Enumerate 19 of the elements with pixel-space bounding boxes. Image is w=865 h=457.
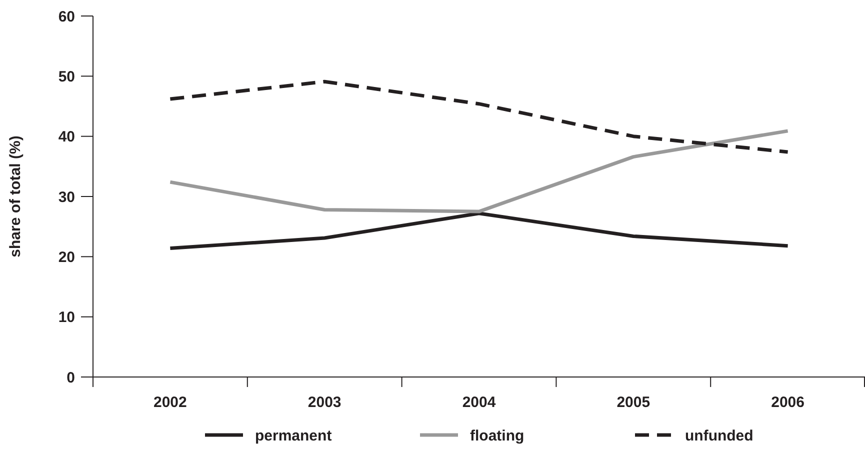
line-series — [168, 80, 790, 154]
y-axis-title: share of total (%) — [7, 136, 24, 258]
y-tick-label: 30 — [58, 188, 75, 206]
y-tick-label: 60 — [58, 8, 75, 26]
x-tick-label: 2005 — [616, 394, 650, 411]
x-tick-label: 2006 — [771, 394, 804, 411]
line-series — [168, 129, 790, 214]
x-tick-label: 2004 — [462, 394, 496, 411]
x-tick-label: 2002 — [154, 394, 187, 411]
y-tick-label: 40 — [58, 128, 75, 146]
legend-label: permanent — [255, 427, 332, 444]
y-tick-label: 0 — [66, 369, 75, 386]
y-tick-label: 20 — [58, 248, 75, 266]
y-tick-label: 10 — [58, 309, 75, 326]
legend-label: floating — [470, 427, 524, 444]
y-tick-label: 50 — [58, 68, 75, 86]
x-tick-label: 2003 — [308, 394, 342, 411]
line-series — [168, 212, 790, 250]
legend-label: unfunded — [685, 427, 754, 444]
